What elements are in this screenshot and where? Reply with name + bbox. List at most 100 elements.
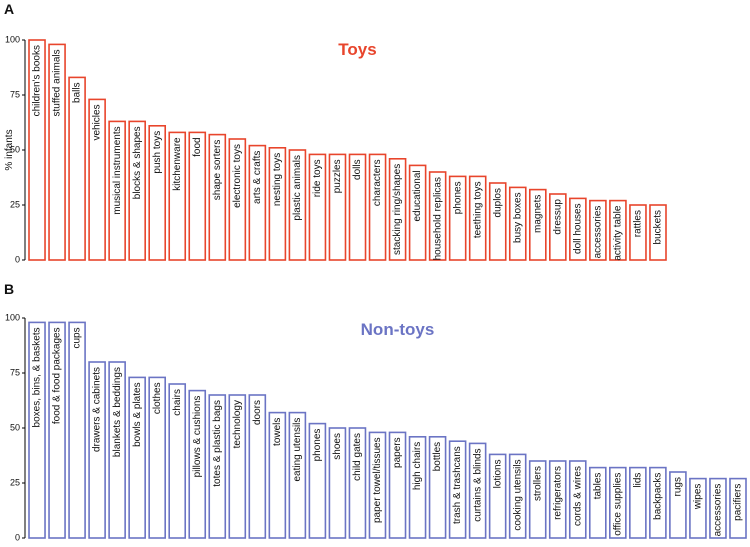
bar <box>228 394 247 539</box>
bar <box>148 376 166 539</box>
bar <box>629 204 647 261</box>
category-label: teething toys <box>472 181 483 238</box>
category-label: vehicles <box>92 104 103 140</box>
category-label: chairs <box>172 389 183 416</box>
y-tick-label: 25 <box>10 199 20 209</box>
bar <box>108 361 126 539</box>
bar <box>48 43 66 261</box>
y-tick-label: 0 <box>15 254 20 264</box>
bar <box>328 427 347 539</box>
bar <box>228 138 247 261</box>
bar <box>128 120 146 261</box>
bar <box>368 431 387 539</box>
category-label: rattles <box>633 210 644 237</box>
category-label: activity table <box>613 205 624 260</box>
bar <box>328 153 347 261</box>
category-label: stacking ring/shapes <box>392 164 403 255</box>
bar <box>208 394 227 539</box>
category-label: strollers <box>532 466 543 501</box>
bar <box>148 125 167 261</box>
category-label: paper towel/tissues <box>372 437 383 523</box>
bar <box>68 321 86 539</box>
bar <box>488 182 507 261</box>
category-label: dressup <box>552 199 563 235</box>
category-label: stuffed animals <box>52 49 63 116</box>
category-label: buckets <box>653 210 664 244</box>
y-tick-label: 50 <box>10 422 20 432</box>
bar <box>428 171 447 261</box>
bar <box>388 431 407 539</box>
category-label: accessories <box>593 206 604 259</box>
bar <box>609 466 627 539</box>
bar <box>268 411 287 539</box>
bar <box>569 197 587 261</box>
category-label: bowls & plates <box>132 382 143 446</box>
category-label: backpacks <box>653 473 664 520</box>
bar <box>669 471 687 539</box>
bar <box>88 361 106 539</box>
category-label: phones <box>312 429 323 462</box>
bar <box>589 199 607 261</box>
bar <box>28 321 46 539</box>
category-label: duplos <box>492 188 503 217</box>
bar <box>428 435 447 539</box>
category-label: blankets & beddings <box>112 367 123 457</box>
category-label: educational <box>412 170 423 221</box>
bar <box>368 153 387 261</box>
bar <box>508 186 527 261</box>
y-axis-label: % infants <box>4 129 15 170</box>
category-label: technology <box>232 400 243 448</box>
bar <box>28 39 46 261</box>
category-label: shoes <box>332 433 343 460</box>
bar <box>448 175 467 261</box>
panel-label: B <box>4 281 14 297</box>
bar <box>308 153 327 261</box>
bar <box>128 376 146 539</box>
y-tick-label: 100 <box>5 312 20 322</box>
category-label: doll houses <box>573 203 584 254</box>
bar <box>548 460 567 539</box>
category-label: child gates <box>352 433 363 481</box>
category-label: lids <box>632 473 643 488</box>
category-label: food & food packages <box>52 327 63 424</box>
category-label: doors <box>252 400 263 425</box>
category-label: nesting toys <box>272 153 283 206</box>
bar <box>68 76 86 261</box>
bar <box>268 147 287 261</box>
category-label: pacifiers <box>733 484 744 521</box>
bar <box>528 460 547 539</box>
bar <box>468 442 487 539</box>
y-tick-label: 100 <box>5 34 20 44</box>
y-tick-label: 75 <box>10 89 20 99</box>
bar <box>468 175 487 261</box>
bar <box>408 435 427 539</box>
category-label: curtains & blinds <box>472 448 483 521</box>
category-label: food <box>192 137 203 156</box>
bar <box>588 466 607 539</box>
y-tick-label: 75 <box>10 367 20 377</box>
y-tick-label: 50 <box>10 144 20 154</box>
category-label: household replicas <box>432 177 443 260</box>
bar <box>188 389 207 539</box>
category-label: phones <box>452 181 463 214</box>
category-label: kitchenware <box>172 137 183 191</box>
category-label: accessories <box>713 484 724 537</box>
category-label: puzzles <box>332 159 343 193</box>
bar <box>88 98 106 261</box>
bar <box>208 133 227 261</box>
category-label: busy boxes <box>512 192 523 243</box>
bar <box>408 164 427 261</box>
category-label: eating utensils <box>292 418 303 482</box>
bar <box>48 321 66 539</box>
bar <box>188 131 207 261</box>
category-label: arts & crafts <box>252 151 263 204</box>
category-label: papers <box>392 437 403 468</box>
category-label: wipes <box>693 484 704 511</box>
category-label: shape sorters <box>212 140 223 201</box>
bar <box>388 158 407 261</box>
category-label: dolls <box>352 159 363 180</box>
y-tick-label: 25 <box>10 477 20 487</box>
category-label: balls <box>72 82 83 103</box>
bar <box>448 440 467 539</box>
category-label: cords & wires <box>572 466 583 526</box>
